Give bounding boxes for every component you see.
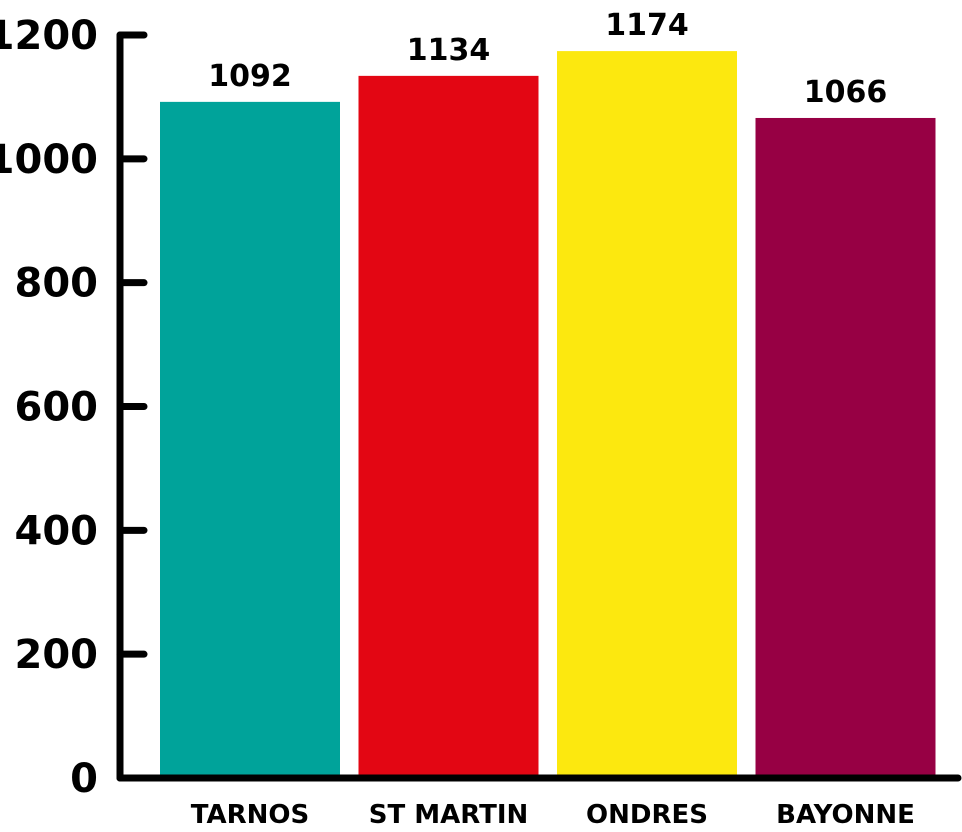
y-tick-label: 800 — [15, 261, 99, 307]
x-tick-label: ST MARTIN — [369, 800, 529, 830]
x-tick-label: ONDRES — [586, 800, 708, 830]
bar-st-martin — [358, 75, 539, 779]
bar-tarnos — [160, 101, 340, 779]
y-tick-label: 1200 — [0, 13, 98, 59]
value-label: 1174 — [605, 8, 689, 43]
x-tick-label: BAYONNE — [776, 800, 915, 830]
y-tick-label: 1000 — [0, 137, 98, 183]
x-tick-label: TARNOS — [191, 800, 309, 830]
y-tick-label: 200 — [15, 632, 99, 678]
y-tick-label: 0 — [70, 756, 98, 802]
y-tick-label: 600 — [15, 385, 99, 431]
y-tick-label: 400 — [15, 508, 99, 554]
y-ticks-group: 0 200 400 600 800 1000 1200 — [0, 13, 148, 802]
value-label: 1092 — [208, 59, 292, 94]
bar-ondres — [557, 51, 737, 779]
bar-bayonne — [755, 117, 936, 779]
x-labels-group: TARNOS ST MARTIN ONDRES BAYONNE — [191, 800, 915, 830]
value-label: 1134 — [407, 33, 491, 68]
value-labels-group: 1092 1134 1174 1066 — [208, 8, 887, 110]
value-label: 1066 — [804, 75, 888, 110]
bars-group — [160, 51, 936, 779]
